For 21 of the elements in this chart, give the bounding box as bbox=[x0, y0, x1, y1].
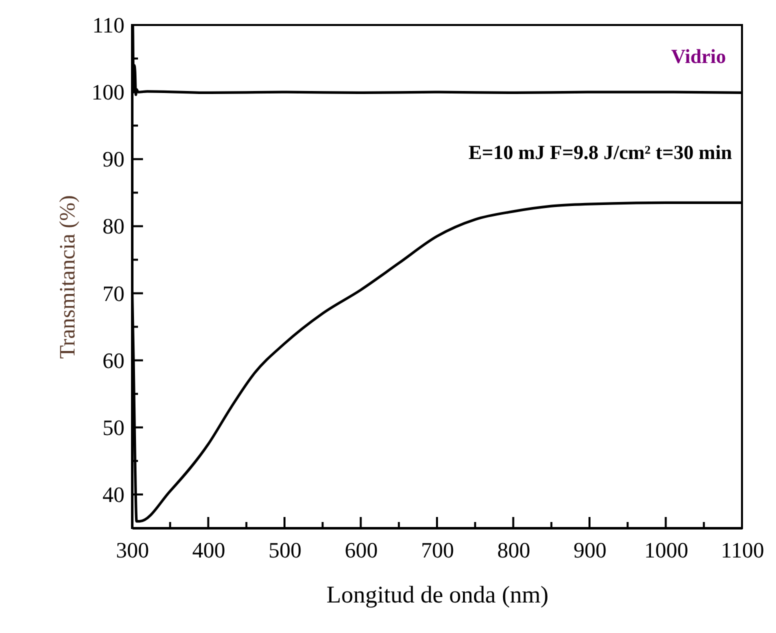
y-tick-label: 40 bbox=[102, 482, 124, 507]
x-tick-label: 400 bbox=[192, 538, 226, 562]
x-tick-label: 800 bbox=[497, 538, 530, 562]
y-tick-label: 80 bbox=[102, 214, 124, 239]
y-tick-label: 100 bbox=[92, 80, 124, 105]
x-tick-label: 600 bbox=[344, 538, 378, 562]
y-tick-label: 50 bbox=[102, 414, 124, 440]
y-tick-label: 70 bbox=[102, 280, 124, 306]
x-tick-label: 900 bbox=[574, 538, 606, 562]
x-tick-label: 1000 bbox=[644, 538, 688, 562]
y-tick-label: 110 bbox=[92, 12, 124, 38]
x-tick-label: 300 bbox=[116, 538, 149, 562]
y-axis-title: Transmitancia (%) bbox=[54, 195, 80, 359]
series-label: Vidrio bbox=[671, 46, 726, 68]
series-label: E=10 mJ F=9.8 J/cm² t=30 min bbox=[468, 142, 732, 164]
y-tick-label: 90 bbox=[102, 146, 124, 172]
x-tick-label: 700 bbox=[421, 538, 454, 562]
x-axis-title: Longitud de onda (nm) bbox=[326, 582, 548, 608]
y-tick-label: 60 bbox=[102, 348, 124, 373]
x-tick-label: 500 bbox=[268, 538, 302, 562]
x-tick-label: 1100 bbox=[720, 538, 764, 562]
